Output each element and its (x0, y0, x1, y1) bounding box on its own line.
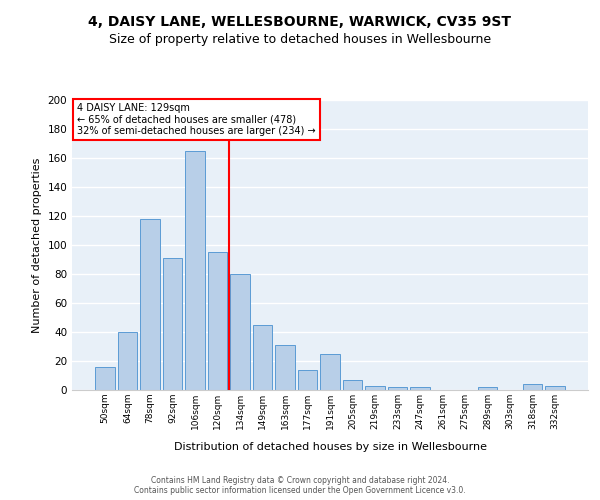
Bar (118, 332, 137, 390)
Bar (230, 274, 250, 390)
Bar (95, 367, 115, 390)
Y-axis label: Number of detached properties: Number of detached properties (32, 158, 42, 332)
Bar (253, 325, 272, 390)
Bar (208, 252, 227, 390)
Bar (320, 354, 340, 390)
Bar (185, 151, 205, 390)
Text: 4, DAISY LANE, WELLESBOURNE, WARWICK, CV35 9ST: 4, DAISY LANE, WELLESBOURNE, WARWICK, CV… (89, 15, 511, 29)
Text: Distribution of detached houses by size in Wellesbourne: Distribution of detached houses by size … (173, 442, 487, 452)
Bar (545, 386, 565, 390)
Bar (478, 387, 497, 390)
Text: 4 DAISY LANE: 129sqm
← 65% of detached houses are smaller (478)
32% of semi-deta: 4 DAISY LANE: 129sqm ← 65% of detached h… (77, 103, 316, 136)
Bar (298, 370, 317, 390)
Bar (343, 380, 362, 390)
Bar (140, 219, 160, 390)
Bar (523, 384, 542, 390)
Text: Size of property relative to detached houses in Wellesbourne: Size of property relative to detached ho… (109, 32, 491, 46)
Bar (365, 386, 385, 390)
Bar (163, 258, 182, 390)
Text: Contains HM Land Registry data © Crown copyright and database right 2024.
Contai: Contains HM Land Registry data © Crown c… (134, 476, 466, 495)
Bar (275, 345, 295, 390)
Bar (410, 387, 430, 390)
Bar (388, 387, 407, 390)
